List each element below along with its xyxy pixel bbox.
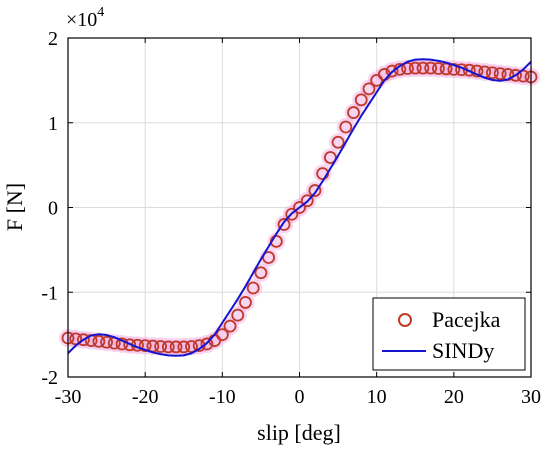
pacejka-point [509, 68, 522, 82]
y-axis-label: F [N] [2, 183, 27, 231]
pacejka-point [77, 333, 90, 347]
pacejka-point [331, 135, 345, 149]
pacejka-point [161, 340, 175, 354]
legend: Pacejka SINDy [372, 297, 526, 371]
pacejka-point [347, 106, 360, 119]
legend-label-sindy: SINDy [432, 338, 494, 363]
pacejka-point [424, 61, 438, 75]
pacejka-point [486, 66, 499, 80]
series-pacejka [61, 61, 538, 354]
pacejka-point [154, 340, 168, 353]
y-multiplier: ×104 [66, 5, 104, 31]
legend-box [372, 297, 526, 371]
y-tick-label: -2 [41, 367, 58, 389]
pacejka-point [185, 340, 198, 353]
x-tick-label: -30 [55, 386, 82, 408]
legend-marker-pacejka [398, 313, 412, 327]
pacejka-point [408, 61, 422, 75]
y-multiplier-exponent: 4 [97, 5, 104, 20]
pacejka-point [92, 335, 106, 348]
pacejka-point [493, 67, 507, 80]
pacejka-point [262, 251, 276, 264]
pacejka-point [323, 151, 337, 164]
pacejka-point [285, 207, 299, 221]
pacejka-point [431, 62, 445, 75]
pacejka-point [447, 62, 461, 76]
pacejka-point [223, 319, 237, 333]
pacejka-point [215, 328, 229, 342]
x-tick-label: 20 [444, 386, 464, 408]
pacejka-point [416, 61, 430, 75]
y-tick-label: 1 [48, 113, 58, 135]
pacejka-point [239, 296, 252, 309]
data-series [59, 58, 540, 357]
pacejka-point [385, 64, 399, 78]
x-axis-label: slip [deg] [257, 420, 341, 445]
pacejka-point [69, 332, 83, 346]
pacejka-point [138, 339, 152, 353]
pacejka-point [277, 218, 291, 231]
pacejka-point [516, 69, 530, 83]
pacejka-point [308, 184, 322, 197]
x-tick-label: 10 [367, 386, 387, 408]
x-tick-label: -20 [132, 386, 159, 408]
x-tick-label: -10 [209, 386, 236, 408]
pacejka-point [462, 63, 476, 77]
pacejka-point [339, 120, 353, 134]
pacejka-point [169, 340, 183, 354]
pacejka-point [254, 266, 268, 280]
y-multiplier-base: ×10 [66, 9, 97, 31]
pacejka-point [246, 281, 260, 295]
pacejka-point [231, 308, 245, 322]
pacejka-point [123, 338, 137, 352]
pacejka-point [177, 340, 191, 354]
x-tick-label: 0 [295, 386, 305, 408]
pacejka-point [354, 93, 368, 107]
pacejka-point [300, 194, 314, 208]
y-tick-label: -1 [41, 282, 58, 304]
pacejka-point [362, 82, 376, 96]
pacejka-point [293, 201, 306, 214]
y-tick-label: 0 [48, 198, 58, 220]
pacejka-point [401, 62, 414, 75]
pacejka-point [200, 337, 214, 351]
x-tick-label: 30 [521, 386, 541, 408]
pacejka-point [100, 335, 113, 349]
series-sindy-line [67, 58, 532, 357]
legend-label-pacejka: Pacejka [432, 307, 501, 332]
y-tick-label: 2 [48, 28, 58, 50]
